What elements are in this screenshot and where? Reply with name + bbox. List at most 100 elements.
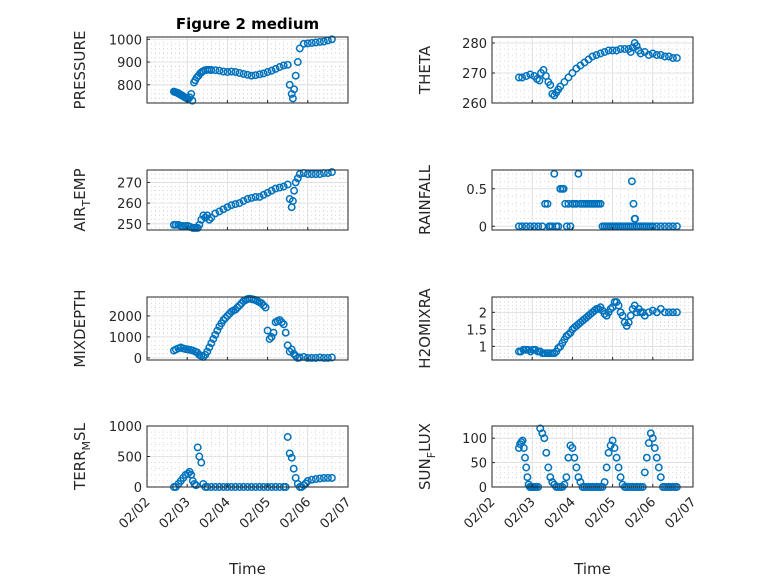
data-point <box>199 211 208 220</box>
data-point <box>209 335 218 343</box>
data-point <box>303 39 312 48</box>
data-point <box>664 308 673 317</box>
data-point <box>590 306 599 315</box>
data-point <box>275 63 284 71</box>
data-point <box>203 211 212 220</box>
y-tick-label: 0 <box>479 220 487 235</box>
data-point <box>287 345 296 354</box>
data-point <box>618 311 627 320</box>
data-point <box>239 197 248 205</box>
data-point <box>215 66 224 75</box>
data-point <box>648 49 657 58</box>
data-point <box>295 170 304 179</box>
data-point <box>279 182 288 191</box>
data-point <box>215 207 224 216</box>
data-point <box>560 78 569 86</box>
y-tick-label: 500 <box>117 451 142 466</box>
data-point <box>283 180 292 189</box>
y-tick-label: 260 <box>117 197 142 212</box>
data-point <box>541 199 550 208</box>
y-axis-label: MIXDEPTH <box>71 289 89 367</box>
data-point <box>533 347 542 356</box>
data-point <box>231 68 240 76</box>
data-point <box>672 308 681 317</box>
data-point <box>295 353 304 362</box>
data-point <box>197 215 206 224</box>
data-point <box>291 351 300 360</box>
subplot-1: 260 270 280 THETA <box>416 36 694 112</box>
x-tick-label: 02/05 <box>237 495 274 532</box>
data-point <box>521 453 529 462</box>
data-point <box>612 453 621 462</box>
data-point <box>283 433 292 441</box>
data-point <box>550 349 559 358</box>
data-point <box>307 170 316 179</box>
data-point <box>636 49 645 58</box>
subplot-7: 0 50 100 02/02 02/03 02/04 02/05 02/06 02/07 Time… <box>416 423 699 578</box>
y-tick-label: 270 <box>462 67 487 82</box>
data-point <box>535 76 544 85</box>
data-point <box>265 335 274 343</box>
y-tick-label: 1.5 <box>466 323 487 338</box>
data-point <box>293 174 302 183</box>
y-tick-label: 0 <box>479 481 487 496</box>
data-point <box>311 170 320 179</box>
subplot-6: 0 500 1000 02/02 02/03 02/04 02/05 02/06 02/07 Ti… <box>71 420 354 578</box>
data-point <box>596 49 605 58</box>
data-point <box>550 169 559 178</box>
data-point <box>514 73 523 82</box>
data-point <box>600 48 609 56</box>
subplot-3: 0 0.5 RAINFALL <box>416 164 694 235</box>
data-point <box>227 201 236 210</box>
data-point <box>197 458 206 467</box>
data-point <box>207 339 216 348</box>
subplot-4: 0 1000 2000 MIXDEPTH <box>71 289 349 368</box>
data-point <box>303 170 312 179</box>
data-point <box>255 70 264 79</box>
data-point <box>315 38 324 46</box>
data-point <box>620 45 629 53</box>
axes-frame <box>491 425 694 488</box>
data-point <box>259 190 268 199</box>
data-point <box>307 38 316 47</box>
data-point <box>562 473 571 482</box>
data-point <box>627 177 636 186</box>
data-point <box>207 213 216 222</box>
data-point <box>235 301 244 310</box>
data-point <box>660 308 669 317</box>
data-point <box>560 480 569 489</box>
data-point <box>259 69 268 78</box>
data-point <box>614 463 623 472</box>
data-point <box>277 318 286 327</box>
axes-background <box>146 169 349 231</box>
data-point <box>574 169 583 178</box>
data-point <box>315 353 324 362</box>
data-point <box>269 328 278 337</box>
y-tick-label: 0 <box>134 481 142 496</box>
data-point <box>285 449 294 458</box>
data-point <box>239 69 248 78</box>
data-point <box>656 473 665 482</box>
data-point <box>568 444 577 452</box>
data-point <box>289 349 298 358</box>
data-point <box>594 304 603 313</box>
data-point <box>311 353 320 362</box>
y-tick-label: 2000 <box>109 310 142 325</box>
data-point <box>561 199 570 208</box>
data-point <box>652 453 661 462</box>
data-point <box>171 220 180 229</box>
x-tick-label: 02/04 <box>542 495 579 532</box>
data-point <box>261 303 270 312</box>
data-point <box>219 316 228 325</box>
data-point <box>267 66 276 75</box>
data-point <box>271 184 280 193</box>
data-point <box>319 37 328 46</box>
axes-frame <box>146 36 349 104</box>
data-point <box>203 347 212 356</box>
axes-frame <box>491 36 694 104</box>
data-point <box>610 444 619 452</box>
data-point <box>559 184 568 193</box>
data-point <box>319 353 328 362</box>
